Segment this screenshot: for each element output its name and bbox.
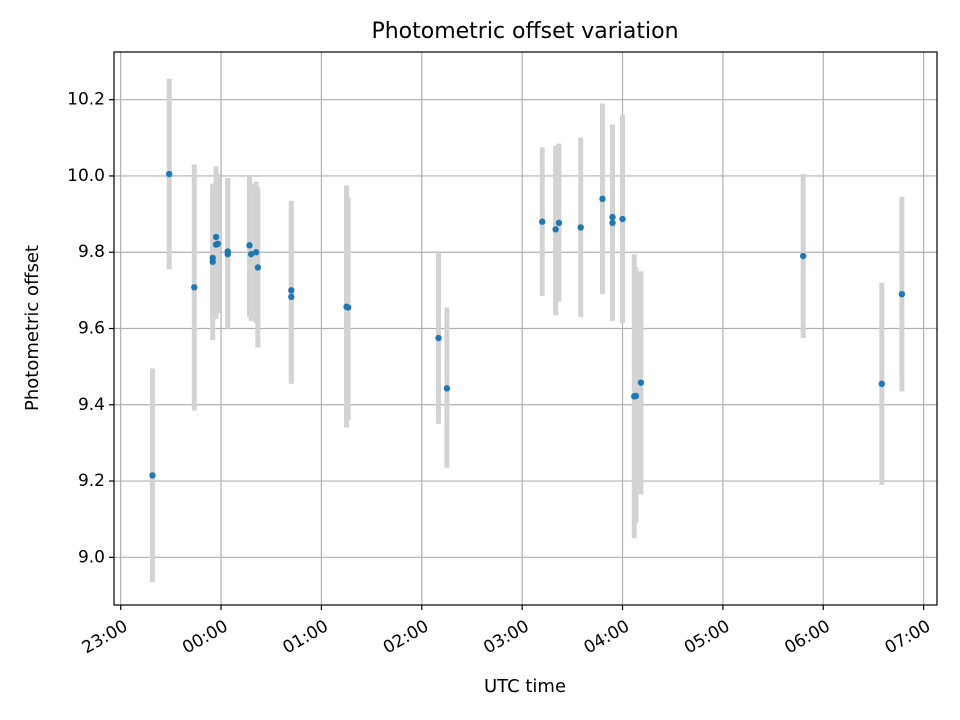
data-point — [344, 304, 352, 311]
data-point — [224, 248, 231, 255]
x-tick-label: 02:00 — [380, 616, 432, 658]
data-point — [166, 170, 173, 178]
data-point — [247, 250, 255, 258]
data-point — [599, 195, 606, 203]
data-point — [288, 293, 295, 301]
data-point — [577, 224, 584, 231]
data-point — [552, 226, 559, 233]
data-point — [214, 240, 221, 248]
data-point — [898, 290, 906, 298]
data-point — [632, 392, 640, 400]
y-tick-label: 9.4 — [78, 395, 105, 415]
y-tick-label: 9.8 — [78, 242, 105, 262]
x-tick-label: 03:00 — [480, 616, 532, 658]
data-point — [149, 472, 156, 479]
y-tick-label: 9.6 — [78, 319, 105, 339]
x-axis-label: UTC time — [484, 676, 566, 697]
data-point — [435, 334, 442, 342]
data-point — [246, 242, 253, 249]
grid-lines — [114, 52, 937, 605]
x-tick-label: 05:00 — [681, 616, 733, 658]
data-point — [609, 213, 616, 221]
y-axis-label: Photometric offset — [22, 245, 43, 411]
y-tick-label: 9.0 — [78, 547, 105, 567]
y-tick-label: 9.2 — [78, 471, 105, 491]
y-tick-label: 10.2 — [67, 90, 105, 110]
data-point — [191, 284, 198, 291]
error-bars — [149, 78, 905, 583]
x-tick-label: 04:00 — [581, 616, 633, 658]
data-point — [619, 215, 626, 223]
data-point — [288, 287, 295, 294]
x-tick-label: 00:00 — [179, 616, 231, 658]
data-points — [149, 170, 906, 479]
data-point — [212, 233, 220, 241]
chart-title: Photometric offset variation — [371, 19, 678, 44]
data-point — [539, 218, 546, 225]
data-point — [209, 254, 216, 262]
x-tick-label: 06:00 — [781, 616, 833, 658]
y-tick-label: 10.0 — [67, 166, 105, 186]
data-point — [609, 219, 616, 227]
data-point — [252, 249, 260, 256]
data-point — [799, 252, 807, 260]
data-point — [637, 379, 645, 386]
x-tick-label: 23:00 — [79, 616, 131, 658]
data-point — [443, 385, 451, 392]
data-point — [878, 380, 885, 387]
data-point — [254, 264, 262, 271]
x-tick-label: 07:00 — [882, 616, 934, 658]
x-tick-label: 01:00 — [279, 616, 331, 658]
data-point — [555, 219, 563, 227]
